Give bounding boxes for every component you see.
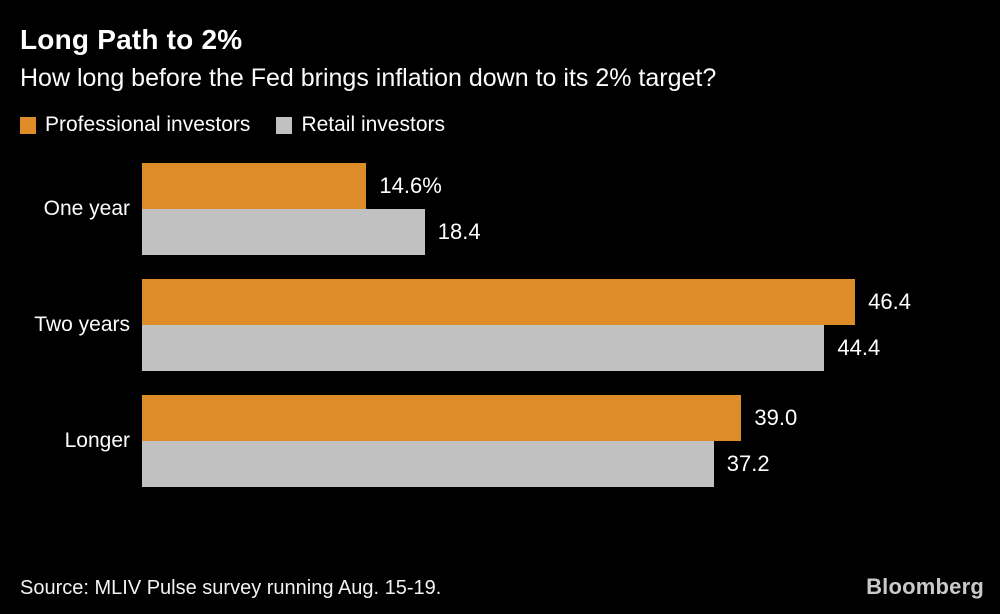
bars-container: 39.0 37.2	[130, 395, 1000, 488]
value-label: 39.0	[754, 405, 798, 431]
bar-retail-investors	[142, 441, 714, 488]
value-label: 44.4	[837, 335, 881, 361]
legend-item: Professional investors	[20, 113, 250, 137]
legend-label: Retail investors	[301, 113, 445, 137]
bar-group: One year 14.6% 18.4	[0, 163, 1000, 256]
bar-row: 14.6%	[142, 163, 1000, 210]
legend-item: Retail investors	[276, 113, 445, 137]
value-label: 18.4	[437, 219, 481, 245]
chart-header: Long Path to 2% How long before the Fed …	[0, 0, 1000, 137]
bar-retail-investors	[142, 209, 425, 256]
bar-group: Two years 46.4 44.4	[0, 279, 1000, 372]
bar-row: 39.0	[142, 395, 1000, 442]
legend-swatch-icon	[20, 116, 36, 134]
bar-professional-investors	[142, 395, 742, 442]
source-note: Source: MLIV Pulse survey running Aug. 1…	[20, 577, 442, 599]
category-label: Two years	[34, 313, 130, 337]
chart-title: Long Path to 2%	[20, 24, 243, 55]
value-label: 46.4	[868, 289, 911, 315]
bar-group: Longer 39.0 37.2	[0, 395, 1000, 488]
bars-container: 14.6% 18.4	[130, 163, 1000, 256]
value-label: 14.6%	[379, 173, 442, 199]
legend-label: Professional investors	[45, 113, 251, 137]
bar-retail-investors	[142, 325, 825, 372]
bar-professional-investors	[142, 163, 367, 210]
legend-swatch-icon	[276, 116, 293, 134]
chart-footer: Source: MLIV Pulse survey running Aug. 1…	[20, 574, 984, 600]
category-label: One year	[43, 197, 130, 221]
bar-row: 37.2	[142, 441, 1000, 488]
value-label: 37.2	[726, 451, 770, 477]
bar-row: 18.4	[142, 209, 1000, 256]
bloomberg-logo: Bloomberg	[866, 574, 984, 599]
legend: Professional investors Retail investors	[20, 113, 980, 137]
bar-row: 44.4	[142, 325, 1000, 372]
bar-professional-investors	[142, 279, 856, 326]
chart-subtitle: How long before the Fed brings inflation…	[20, 64, 717, 93]
chart-area: One year 14.6% 18.4 Two years 46.4 44.4 Longer…	[0, 163, 1000, 488]
bar-row: 46.4	[142, 279, 1000, 326]
bars-container: 46.4 44.4	[130, 279, 1000, 372]
category-label: Longer	[64, 429, 130, 453]
